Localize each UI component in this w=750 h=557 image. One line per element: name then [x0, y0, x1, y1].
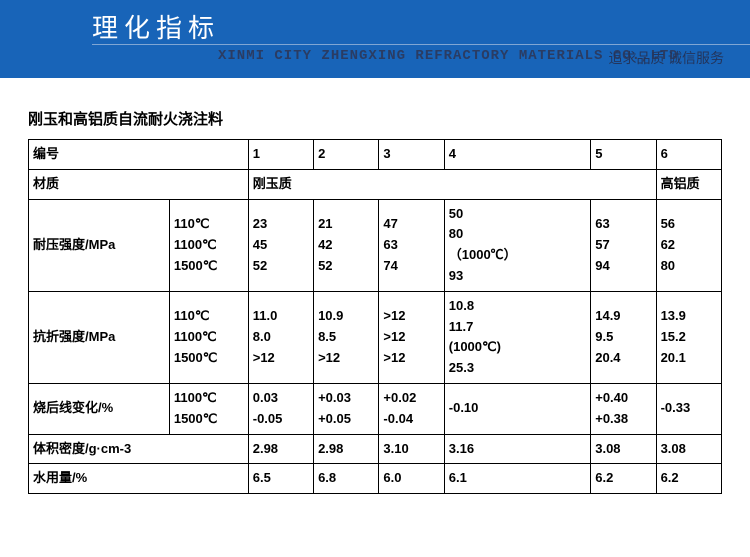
cell: 56 62 80 [656, 199, 721, 291]
cell: 6.1 [444, 464, 590, 494]
cell: 47 63 74 [379, 199, 444, 291]
cell: 6.5 [248, 464, 313, 494]
divider [92, 44, 750, 45]
cell: +0.02 -0.04 [379, 383, 444, 434]
cell: +0.03 +0.05 [314, 383, 379, 434]
row-label: 烧后线变化/% [29, 383, 170, 434]
cell: 6.0 [379, 464, 444, 494]
table-title: 刚玉和高铝质自流耐火浇注料 [28, 108, 722, 129]
header-col: 3 [379, 140, 444, 170]
cell: 3.08 [656, 434, 721, 464]
table-row: 水用量/% 6.5 6.8 6.0 6.1 6.2 6.2 [29, 464, 722, 494]
slogan: 追求品质 诚信服务 [609, 48, 725, 68]
cell: -0.10 [444, 383, 590, 434]
cell: >12 >12 >12 [379, 291, 444, 383]
header-col: 2 [314, 140, 379, 170]
material-label: 材质 [29, 169, 249, 199]
header-col: 4 [444, 140, 590, 170]
row-temps: 110℃ 1100℃ 1500℃ [169, 199, 248, 291]
row-temps: 1100℃ 1500℃ [169, 383, 248, 434]
cell: 3.10 [379, 434, 444, 464]
cell: 0.03 -0.05 [248, 383, 313, 434]
cell: 3.16 [444, 434, 590, 464]
cell: 2.98 [314, 434, 379, 464]
material-2: 高铝质 [656, 169, 721, 199]
cell: 23 45 52 [248, 199, 313, 291]
header-col: 1 [248, 140, 313, 170]
header-serial: 编号 [29, 140, 249, 170]
cell: 6.2 [591, 464, 656, 494]
cell: 10.8 11.7 (1000℃) 25.3 [444, 291, 590, 383]
material-1: 刚玉质 [248, 169, 656, 199]
row-label: 体积密度/g·cm-3 [29, 434, 249, 464]
cell: 63 57 94 [591, 199, 656, 291]
table-row: 体积密度/g·cm-3 2.98 2.98 3.10 3.16 3.08 3.0… [29, 434, 722, 464]
row-temps: 110℃ 1100℃ 1500℃ [169, 291, 248, 383]
header-col: 6 [656, 140, 721, 170]
cell: +0.40 +0.38 [591, 383, 656, 434]
table-row: 编号 1 2 3 4 5 6 [29, 140, 722, 170]
row-label: 水用量/% [29, 464, 249, 494]
table-row: 材质 刚玉质 高铝质 [29, 169, 722, 199]
header-banner: 理化指标 XINMI CITY ZHENGXING REFRACTORY MAT… [0, 0, 750, 78]
cell: 6.8 [314, 464, 379, 494]
header-col: 5 [591, 140, 656, 170]
table-row: 抗折强度/MPa 110℃ 1100℃ 1500℃ 11.0 8.0 >12 1… [29, 291, 722, 383]
cell: 21 42 52 [314, 199, 379, 291]
cell: -0.33 [656, 383, 721, 434]
cell: 14.9 9.5 20.4 [591, 291, 656, 383]
cell: 3.08 [591, 434, 656, 464]
cell: 2.98 [248, 434, 313, 464]
cell: 11.0 8.0 >12 [248, 291, 313, 383]
cell: 50 80 （1000℃） 93 [444, 199, 590, 291]
cell: 10.9 8.5 >12 [314, 291, 379, 383]
content-area: 刚玉和高铝质自流耐火浇注料 编号 1 2 3 4 5 6 材质 刚玉质 高铝质 … [0, 78, 750, 494]
row-label: 耐压强度/MPa [29, 199, 170, 291]
row-label: 抗折强度/MPa [29, 291, 170, 383]
page-title: 理化指标 [92, 8, 220, 45]
cell: 13.9 15.2 20.1 [656, 291, 721, 383]
table-row: 烧后线变化/% 1100℃ 1500℃ 0.03 -0.05 +0.03 +0.… [29, 383, 722, 434]
spec-table: 编号 1 2 3 4 5 6 材质 刚玉质 高铝质 耐压强度/MPa 110℃ … [28, 139, 722, 494]
cell: 6.2 [656, 464, 721, 494]
table-row: 耐压强度/MPa 110℃ 1100℃ 1500℃ 23 45 52 21 42… [29, 199, 722, 291]
